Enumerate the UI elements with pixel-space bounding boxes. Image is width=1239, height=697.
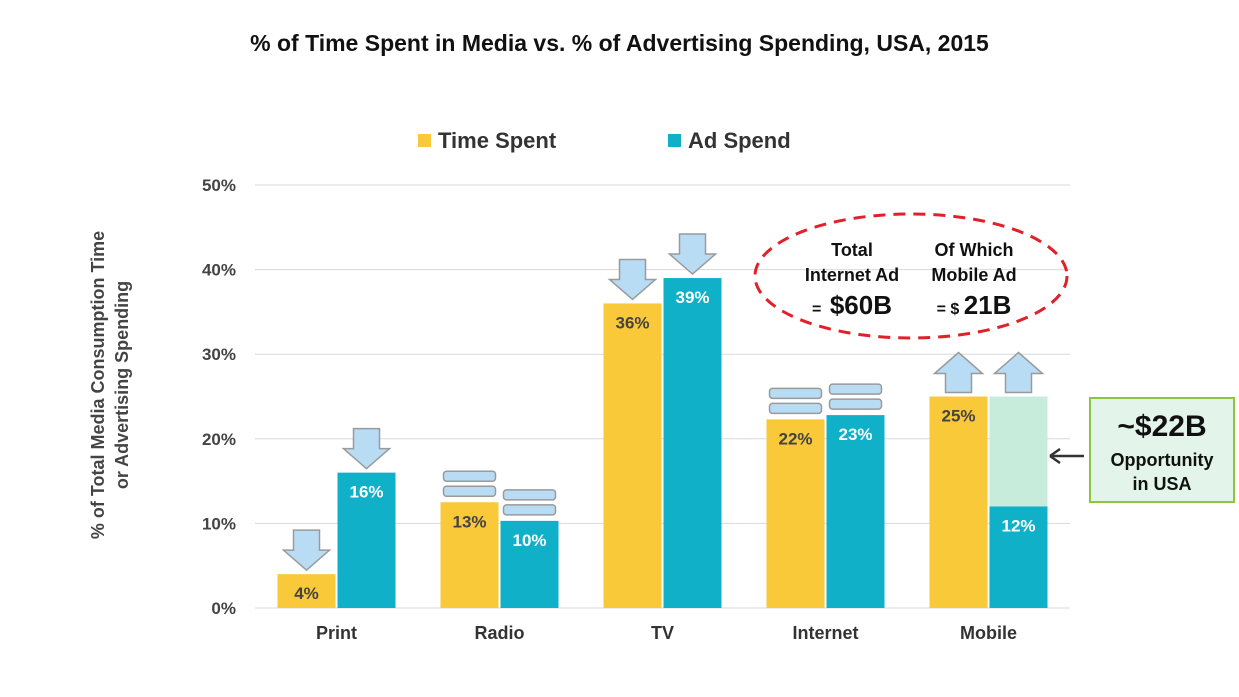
equal-sign-icon-lower [442,485,497,497]
legend-label: Time Spent [438,128,557,153]
up-arrow-icon [992,351,1045,394]
mobile-share-prefix: = $ [937,301,960,318]
y-axis-label: % of Total Media Consumption Time or Adv… [88,231,132,539]
bar-time-spent [440,502,499,608]
x-category-label: TV [651,623,674,643]
equal-sign-icon-lower [828,398,883,410]
equal-sign-icon-lower [502,504,557,516]
bar-ad-spend [989,506,1048,608]
opportunity-gap-fill [989,396,1048,507]
bar-time-spent [277,574,336,608]
legend-swatch [668,134,681,147]
x-category-label: Print [316,623,357,643]
bar-time-spent [929,396,988,608]
down-arrow-icon [667,233,718,276]
opportunity-fill [989,396,1048,507]
y-tick-label: 20% [202,430,236,449]
data-label: 22% [778,429,812,448]
y-axis-label-line1: % of Total Media Consumption Time [88,231,108,539]
axis-ticks: 0% 10% 20% 30% 40% 50% Print Radio TV Internet Mob… [202,176,1017,643]
mobile-share-value: = $ 21B [937,290,1012,320]
trend-indicators [281,233,1045,572]
bars [277,278,1048,608]
data-label: 25% [941,407,975,426]
opportunity-pointer-head [1049,447,1061,465]
legend-swatch [418,134,431,147]
bar-ad-spend [500,520,559,608]
equal-sign-icon-upper [768,387,823,400]
x-category-label: Radio [474,623,524,643]
x-category-label: Internet [792,623,858,643]
opportunity-line1: Opportunity [1111,450,1214,470]
internet-mobile-callout: Total Internet Ad = $60B Of Which Mobile… [753,212,1069,340]
bar-ad-spend [337,472,396,608]
equal-sign-icon-upper [502,489,557,501]
down-arrow-icon [607,258,658,301]
opportunity-callout: ~$22B Opportunity in USA [1049,397,1235,503]
down-arrow-icon [281,529,332,572]
data-label: 36% [615,313,649,332]
down-arrow-icon [341,427,392,470]
bar-ad-spend [826,415,885,608]
bar-time-spent [766,419,825,608]
internet-total-line2: Internet Ad [805,265,899,285]
data-label: 4% [294,584,319,603]
y-tick-label: 0% [211,599,236,618]
data-label: 23% [838,425,872,444]
y-tick-label: 10% [202,514,236,533]
internet-total-prefix: = [812,301,821,318]
legend: Time Spent Ad Spend [418,128,791,153]
data-label: 39% [675,288,709,307]
data-label: 12% [1001,516,1035,535]
mobile-share-amount: 21B [964,290,1012,320]
y-tick-label: 30% [202,345,236,364]
data-label: 16% [349,483,383,502]
legend-label: Ad Spend [688,128,791,153]
data-labels: 4% 16% 13% 10% 36% 39% 22% 23% 25% 12% [294,288,1035,603]
equal-sign-icon-lower [768,402,823,415]
opportunity-box [1089,397,1235,503]
data-label: 10% [512,531,546,550]
chart-title: % of Time Spent in Media vs. % of Advert… [250,30,989,56]
internet-total-amount: $60B [830,290,892,320]
internet-total-value: = $60B [812,290,892,320]
equal-sign-icon-upper [828,383,883,395]
mobile-share-line2: Mobile Ad [931,265,1016,285]
x-category-label: Mobile [960,623,1017,643]
callout-ellipse [753,212,1069,340]
y-tick-label: 40% [202,261,236,280]
up-arrow-icon [932,351,985,394]
y-axis-label-line2: or Advertising Spending [112,281,132,489]
internet-total-line1: Total [831,240,873,260]
bar-time-spent [603,303,662,608]
mobile-share-line1: Of Which [935,240,1014,260]
y-tick-label: 50% [202,176,236,195]
equal-sign-icon-upper [442,470,497,482]
data-label: 13% [452,512,486,531]
opportunity-line2: in USA [1132,474,1191,494]
bar-ad-spend [663,278,722,608]
opportunity-amount: ~$22B [1117,410,1206,443]
